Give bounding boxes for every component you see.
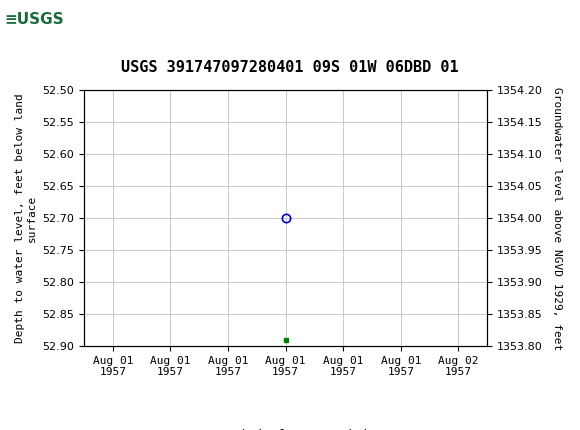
Text: ≡USGS: ≡USGS bbox=[5, 12, 64, 27]
FancyBboxPatch shape bbox=[1, 2, 103, 36]
Y-axis label: Groundwater level above NGVD 1929, feet: Groundwater level above NGVD 1929, feet bbox=[552, 86, 562, 350]
Text: USGS 391747097280401 09S 01W 06DBD 01: USGS 391747097280401 09S 01W 06DBD 01 bbox=[121, 60, 459, 75]
Y-axis label: Depth to water level, feet below land
surface: Depth to water level, feet below land su… bbox=[15, 93, 37, 343]
Legend: Period of approved data: Period of approved data bbox=[177, 424, 394, 430]
